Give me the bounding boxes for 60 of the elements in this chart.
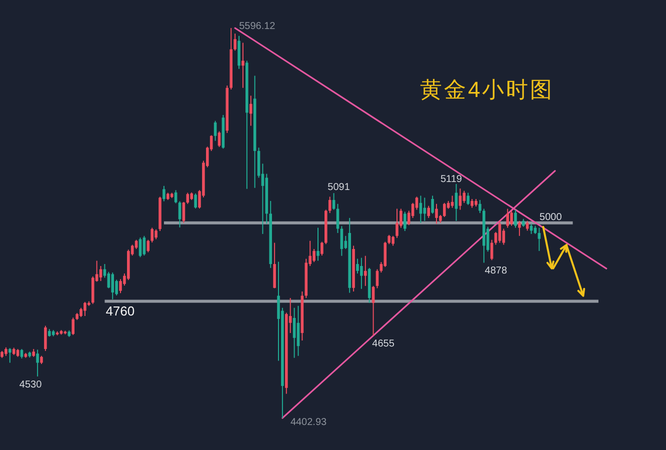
candlestick [514, 209, 517, 228]
ref-line-label: 4760 [106, 303, 135, 318]
candlestick [150, 227, 154, 243]
annotation: 4402.93 [290, 417, 328, 428]
candlestick [458, 188, 462, 210]
candlestick [234, 33, 236, 52]
annotation: 4878 [484, 266, 508, 277]
candlestick [20, 348, 24, 359]
candlestick [356, 258, 359, 274]
candlestick [427, 205, 430, 218]
candlestick [242, 42, 244, 88]
candlestick [312, 248, 316, 263]
candlestick [538, 227, 541, 252]
candlestick [174, 190, 178, 204]
candlestick [80, 307, 82, 318]
candlestick [392, 235, 394, 246]
candlestick [111, 272, 114, 300]
candlestick [510, 210, 513, 226]
candlestick [506, 208, 509, 228]
candlestick [450, 195, 454, 208]
candlestick [316, 227, 320, 262]
candlestick [404, 211, 406, 232]
candlestick [332, 192, 336, 210]
annotation: 5119 [440, 174, 462, 185]
candlestick [360, 257, 363, 290]
candlestick [138, 237, 142, 258]
ref-line-label: 5000 [540, 212, 562, 223]
candlestick [364, 255, 367, 286]
candlestick [435, 203, 438, 224]
candlestick [84, 301, 86, 316]
candlestick [119, 278, 122, 294]
candlestick [36, 349, 39, 377]
annotation: 4530 [19, 379, 42, 390]
candlestick [162, 185, 166, 202]
candlestick [478, 199, 482, 214]
candlestick [340, 226, 344, 256]
candlestick [182, 201, 186, 224]
annotation: 4655 [372, 338, 395, 350]
candlestick [396, 208, 398, 238]
candlestick [466, 192, 470, 206]
candlestick [526, 220, 529, 232]
candlestick [249, 95, 252, 126]
candlestick [388, 234, 390, 245]
candlestick [431, 195, 434, 214]
candlestick [518, 220, 521, 236]
candlestick [44, 325, 47, 352]
text: 黄金4小时图 [420, 77, 554, 102]
candlestick [194, 192, 197, 209]
candlestick [8, 348, 12, 364]
candlestick [292, 307, 296, 358]
candlestick [214, 120, 217, 142]
candlestick [320, 241, 324, 256]
candlestick [328, 196, 332, 214]
candlestick [443, 202, 446, 218]
candlestick [273, 242, 276, 289]
candlestick [154, 228, 158, 240]
candlestick [502, 228, 506, 246]
candlestick [72, 317, 74, 336]
annotation: 5091 [328, 182, 350, 194]
annotation: 5596.12 [239, 21, 276, 32]
